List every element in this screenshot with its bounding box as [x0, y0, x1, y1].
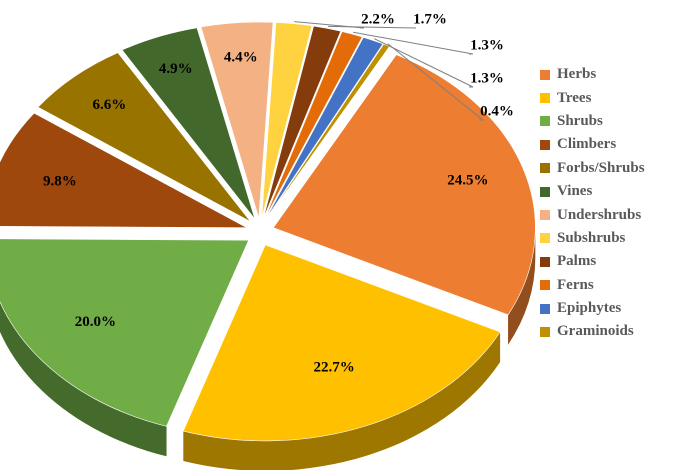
- data-label: 1.3%: [470, 70, 504, 86]
- legend-label: Ferns: [557, 276, 594, 293]
- legend-item: Vines: [540, 180, 645, 203]
- data-label: 9.8%: [43, 173, 77, 189]
- data-label: 1.7%: [413, 11, 447, 27]
- legend-label: Shrubs: [557, 112, 603, 129]
- data-label: 1.3%: [470, 37, 504, 53]
- legend-label: Subshrubs: [557, 229, 626, 246]
- data-label: 4.4%: [224, 49, 258, 65]
- data-label: 24.5%: [447, 172, 488, 188]
- data-label: 20.0%: [75, 314, 116, 330]
- legend-item: Climbers: [540, 133, 645, 156]
- legend-swatch: [540, 303, 550, 314]
- data-label: 0.4%: [480, 103, 514, 119]
- pie-slice-side-shrubs: [0, 301, 167, 457]
- legend-swatch: [540, 93, 550, 104]
- pie-slice-subshrubs: [261, 22, 313, 219]
- legend-swatch: [540, 139, 550, 150]
- legend-swatch: [540, 116, 550, 127]
- pie-slice-forbs-shrubs: [37, 52, 251, 222]
- legend-item: Subshrubs: [540, 227, 645, 250]
- legend-item: Ferns: [540, 274, 645, 297]
- pie-slice-palms: [263, 25, 342, 219]
- pie-slice-trees: [182, 244, 501, 442]
- pie-slice-climbers: [0, 112, 247, 228]
- legend-label: Climbers: [557, 136, 617, 153]
- leader-line: [374, 38, 474, 88]
- legend-swatch: [540, 233, 550, 244]
- legend-swatch: [540, 163, 550, 174]
- legend-item: Shrubs: [540, 110, 645, 133]
- legend-label: Graminoids: [557, 323, 634, 340]
- legend-label: Vines: [557, 183, 593, 200]
- chart-legend: Herbs Trees Shrubs Climbers Forbs/Shrubs Vine…: [540, 63, 645, 344]
- data-label: 4.9%: [159, 61, 193, 77]
- legend-swatch: [540, 186, 550, 197]
- legend-label: Trees: [557, 89, 592, 106]
- legend-swatch: [540, 326, 550, 337]
- legend-item: Forbs/Shrubs: [540, 157, 645, 180]
- pie-slice-shrubs: [0, 238, 250, 427]
- legend-label: Herbs: [557, 66, 597, 83]
- legend-item: Undershrubs: [540, 203, 645, 226]
- legend-item: Graminoids: [540, 320, 645, 343]
- data-label: 2.2%: [361, 11, 395, 27]
- legend-swatch: [540, 69, 550, 80]
- legend-item: Epiphytes: [540, 297, 645, 320]
- leader-line: [353, 31, 474, 55]
- legend-label: Palms: [557, 253, 597, 270]
- pie-slice-herbs: [272, 54, 536, 316]
- legend-item: Palms: [540, 250, 645, 273]
- pie-slice-ferns: [264, 31, 363, 219]
- leader-line: [294, 21, 365, 29]
- legend-label: Forbs/Shrubs: [557, 159, 645, 176]
- pie-slice-vines: [121, 27, 256, 220]
- pie-slice-side-herbs: [508, 227, 536, 345]
- legend-swatch: [540, 256, 550, 267]
- legend-item: Herbs: [540, 63, 645, 86]
- leader-line: [327, 25, 417, 29]
- legend-swatch: [540, 210, 550, 221]
- legend-label: Epiphytes: [557, 300, 622, 317]
- legend-item: Trees: [540, 86, 645, 109]
- pie-slice-undershrubs: [200, 21, 274, 219]
- pie-slice-side-trees: [183, 331, 501, 470]
- data-label: 6.6%: [93, 97, 127, 113]
- leader-line: [387, 43, 485, 121]
- data-label: 22.7%: [313, 359, 354, 375]
- legend-label: Undershrubs: [557, 206, 642, 223]
- legend-swatch: [540, 280, 550, 291]
- pie-slice-epiphytes: [265, 36, 384, 220]
